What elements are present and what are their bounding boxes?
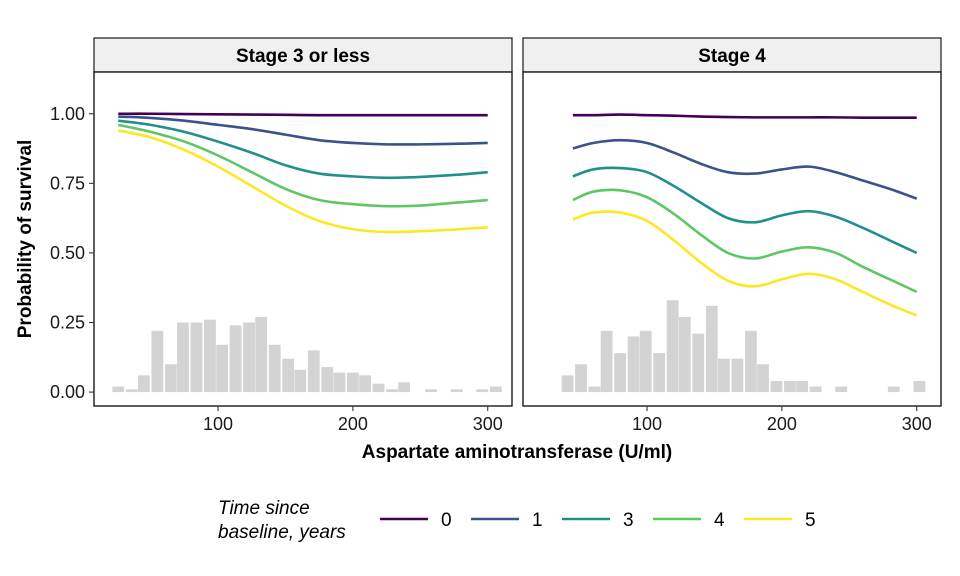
- histogram-bar: [809, 386, 822, 393]
- histogram-bar: [835, 386, 848, 393]
- x-tick-label: 100: [203, 414, 233, 434]
- series-line-4: [572, 188, 918, 294]
- histogram-bar: [653, 353, 666, 393]
- histogram-bar: [614, 353, 626, 393]
- histogram-bar: [692, 333, 705, 393]
- histogram-bar: [268, 344, 281, 393]
- histogram-bar: [372, 383, 385, 393]
- x-tick-label: 200: [767, 414, 797, 434]
- histogram-bar: [796, 380, 809, 393]
- histogram-bar: [770, 380, 783, 393]
- legend-label-3: 3: [623, 510, 634, 531]
- legend-label-5: 5: [805, 510, 816, 531]
- series-line-4: [117, 123, 488, 208]
- legend-label-0: 0: [441, 510, 452, 531]
- legend-title: Time since baseline, years: [218, 498, 346, 543]
- histogram-bar: [190, 322, 203, 393]
- survival-curves-1: [117, 112, 488, 234]
- series-line-3: [572, 166, 918, 255]
- histogram-bar: [731, 358, 744, 393]
- histogram-bar: [321, 367, 334, 393]
- histogram-bar: [125, 389, 138, 393]
- histogram-bar: [359, 375, 371, 393]
- histogram-bar: [243, 322, 255, 393]
- histogram-bar: [476, 389, 489, 393]
- histogram-bar: [255, 316, 268, 393]
- x-tick-label: 100: [632, 414, 662, 434]
- histogram-bar: [744, 330, 757, 393]
- panel-title-1: Stage 3 or less: [236, 46, 370, 67]
- histogram-bar: [678, 316, 691, 393]
- histogram-1: [112, 316, 502, 393]
- series-line-5: [572, 210, 918, 317]
- histogram-bar: [913, 380, 926, 393]
- series-line-0: [572, 113, 917, 119]
- x-tick-label: 300: [473, 414, 503, 434]
- histogram-bar: [112, 386, 125, 393]
- y-tick-label: 1.00: [50, 104, 85, 124]
- y-axis-ticks: 0.00 0.25 0.50 0.75 1.00: [50, 104, 94, 402]
- x-axis-ticks-1: 100 200 300: [203, 406, 503, 434]
- series-line-1: [118, 115, 488, 146]
- histogram-bar: [705, 305, 718, 393]
- legend-items: 0 1 3 4 5: [380, 510, 816, 531]
- histogram-bar: [784, 380, 796, 393]
- histogram-bar: [450, 389, 463, 393]
- histogram-bar: [216, 344, 229, 393]
- histogram-bar: [425, 389, 438, 393]
- legend: Time since baseline, years 0 1 3 4 5: [218, 498, 816, 543]
- x-tick-label: 300: [902, 414, 932, 434]
- histogram-bar: [229, 325, 242, 393]
- y-tick-label: 0.00: [50, 382, 85, 402]
- histogram-bar: [151, 330, 164, 393]
- histogram-bar: [887, 386, 900, 393]
- histogram-bar: [333, 372, 346, 393]
- histogram-bar: [164, 364, 177, 393]
- series-line-1: [572, 138, 918, 200]
- histogram-bar: [757, 364, 769, 393]
- histogram-bar: [575, 364, 587, 393]
- legend-title-line-2: baseline, years: [218, 522, 346, 543]
- histogram-bar: [588, 386, 601, 393]
- histogram-bar: [627, 336, 640, 393]
- histogram-bar: [137, 375, 150, 393]
- histogram-bar: [346, 372, 359, 393]
- histogram-2: [561, 300, 926, 393]
- histogram-bar: [718, 358, 730, 393]
- survival-curves-2: [572, 113, 918, 317]
- histogram-bar: [177, 322, 189, 393]
- panel-title-2: Stage 4: [698, 46, 766, 67]
- histogram-bar: [386, 389, 398, 393]
- panel-strip-2: [522, 37, 942, 73]
- histogram-bar: [398, 382, 411, 393]
- histogram-bar: [307, 350, 320, 393]
- histogram-bar: [489, 386, 502, 393]
- x-tick-label: 200: [338, 414, 368, 434]
- series-line-0: [118, 112, 488, 117]
- histogram-bar: [561, 375, 574, 393]
- x-axis-title: Aspartate aminotransferase (U/ml): [362, 442, 672, 463]
- histogram-bar: [204, 319, 216, 393]
- plot-area-2: [522, 71, 942, 407]
- legend-label-1: 1: [532, 510, 543, 531]
- series-line-5: [117, 129, 488, 234]
- panel-strip-1: [93, 37, 513, 73]
- y-axis-title: Probability of survival: [15, 140, 36, 339]
- series-line-3: [118, 119, 488, 180]
- legend-title-line-1: Time since: [218, 498, 310, 519]
- legend-label-4: 4: [714, 510, 725, 531]
- histogram-bar: [639, 330, 652, 393]
- y-tick-label: 0.75: [50, 173, 85, 193]
- histogram-bar: [294, 369, 307, 393]
- panel-stage-4: Stage 4 100 200 300: [522, 37, 942, 434]
- histogram-bar: [666, 300, 679, 393]
- histogram-bar: [600, 330, 613, 393]
- x-axis-ticks-2: 100 200 300: [632, 406, 932, 434]
- y-tick-label: 0.50: [50, 243, 85, 263]
- panel-stage-3-or-less: Stage 3 or less 0.00 0.25 0.50 0.75 1.00 100…: [50, 37, 513, 434]
- histogram-bar: [282, 358, 295, 393]
- y-tick-label: 0.25: [50, 313, 85, 333]
